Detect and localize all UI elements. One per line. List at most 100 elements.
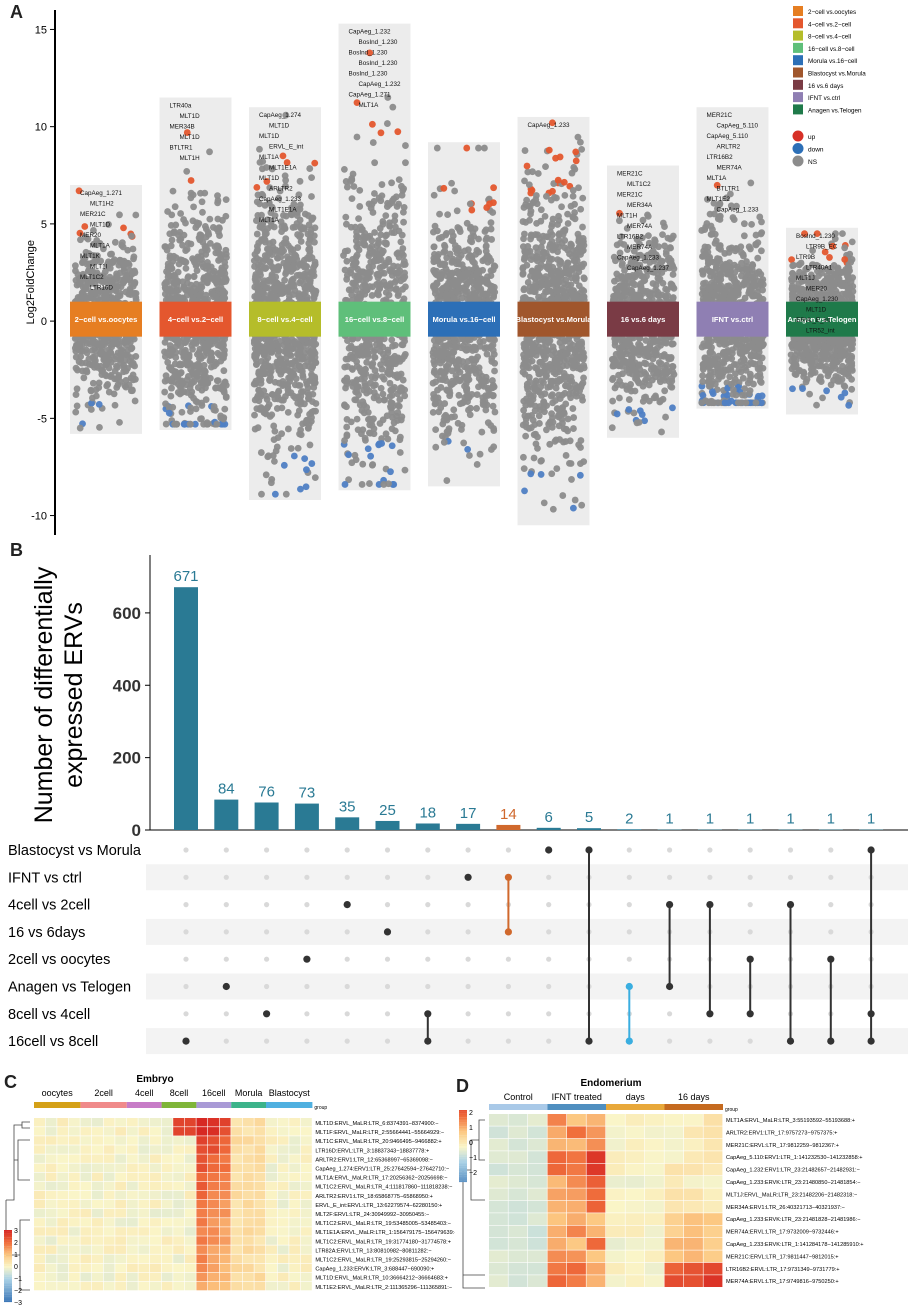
- point-annotation: MLT1C2: [80, 274, 104, 281]
- data-point: [519, 218, 527, 225]
- data-point: [455, 270, 463, 278]
- data-point: [429, 349, 437, 357]
- data-point: [527, 349, 535, 356]
- data-point: [430, 337, 438, 344]
- data-point: [92, 392, 100, 400]
- data-point: [176, 228, 184, 236]
- data-point: [382, 239, 390, 247]
- data-point: [309, 390, 317, 398]
- data-point: [296, 261, 304, 269]
- data-point: [564, 427, 572, 435]
- data-point: [190, 203, 197, 211]
- data-point: [309, 398, 316, 405]
- data-point: [489, 402, 497, 410]
- data-point: [486, 335, 494, 343]
- data-point: [558, 239, 566, 247]
- data-point: [279, 152, 287, 160]
- data-point: [390, 419, 398, 427]
- data-point: [523, 196, 531, 204]
- data-point: [122, 288, 130, 296]
- data-point: [297, 222, 304, 230]
- data-point: [110, 390, 118, 398]
- data-point: [352, 258, 360, 266]
- data-point: [311, 224, 319, 232]
- data-point: [222, 394, 230, 401]
- data-point: [391, 212, 399, 220]
- data-point: [99, 367, 107, 374]
- data-point: [572, 292, 580, 300]
- data-point: [537, 206, 545, 214]
- data-point: [168, 384, 175, 392]
- data-point: [436, 210, 443, 218]
- data-point: [569, 192, 577, 200]
- data-point: [89, 379, 97, 387]
- data-point: [164, 358, 172, 366]
- data-point: [206, 215, 214, 223]
- data-point: [94, 286, 102, 294]
- data-point: [206, 240, 214, 247]
- data-point: [129, 376, 137, 384]
- data-point: [448, 228, 456, 236]
- data-point: [353, 415, 361, 423]
- data-point: [476, 450, 484, 458]
- data-point: [83, 368, 91, 376]
- data-point: [116, 292, 124, 300]
- data-point: [343, 423, 351, 431]
- data-point: [434, 394, 442, 402]
- data-point: [578, 501, 586, 509]
- data-point: [430, 243, 438, 251]
- data-point: [256, 372, 264, 380]
- data-point: [376, 342, 384, 350]
- data-point: [183, 167, 191, 175]
- data-point: [200, 361, 208, 369]
- data-point: [472, 263, 479, 271]
- data-point: [221, 259, 229, 266]
- data-point: [306, 165, 314, 172]
- group-label-text: 2−cell vs.oocytes: [75, 315, 138, 324]
- data-point: [569, 405, 577, 412]
- data-point: [222, 276, 230, 284]
- data-point: [116, 211, 123, 219]
- data-point: [342, 178, 350, 185]
- data-point: [111, 355, 119, 363]
- data-point: [120, 224, 127, 232]
- data-point: [430, 191, 438, 199]
- data-point: [578, 145, 586, 153]
- data-point: [202, 396, 210, 404]
- data-point: [341, 247, 349, 255]
- data-point: [341, 481, 349, 488]
- data-point: [538, 457, 545, 464]
- group-label-text: 8−cell vs.4−cell: [257, 315, 312, 324]
- data-point: [311, 261, 319, 269]
- data-point: [307, 353, 315, 361]
- data-point: [374, 288, 382, 296]
- point-annotation: ERVL_E_int: [269, 144, 303, 151]
- data-point: [560, 178, 568, 186]
- data-point: [177, 342, 185, 350]
- data-point: [275, 247, 283, 255]
- data-point: [284, 408, 292, 416]
- data-point: [255, 386, 263, 394]
- data-point: [490, 427, 498, 434]
- data-point: [129, 245, 137, 253]
- data-point: [625, 406, 633, 413]
- data-point: [187, 177, 195, 184]
- data-point: [348, 195, 356, 203]
- data-point: [524, 168, 532, 176]
- data-point: [391, 278, 399, 286]
- data-point: [554, 287, 562, 295]
- data-point: [258, 490, 265, 498]
- data-point: [186, 420, 194, 428]
- data-point: [555, 271, 563, 279]
- data-point: [254, 424, 262, 432]
- data-point: [127, 387, 135, 395]
- data-point: [572, 148, 580, 156]
- data-point: [207, 263, 215, 271]
- data-point: [274, 266, 282, 274]
- data-point: [366, 274, 373, 282]
- data-point: [383, 231, 390, 239]
- y-tick-label: -10: [31, 511, 47, 523]
- data-point: [434, 386, 441, 394]
- data-point: [454, 419, 462, 427]
- data-point: [402, 159, 409, 167]
